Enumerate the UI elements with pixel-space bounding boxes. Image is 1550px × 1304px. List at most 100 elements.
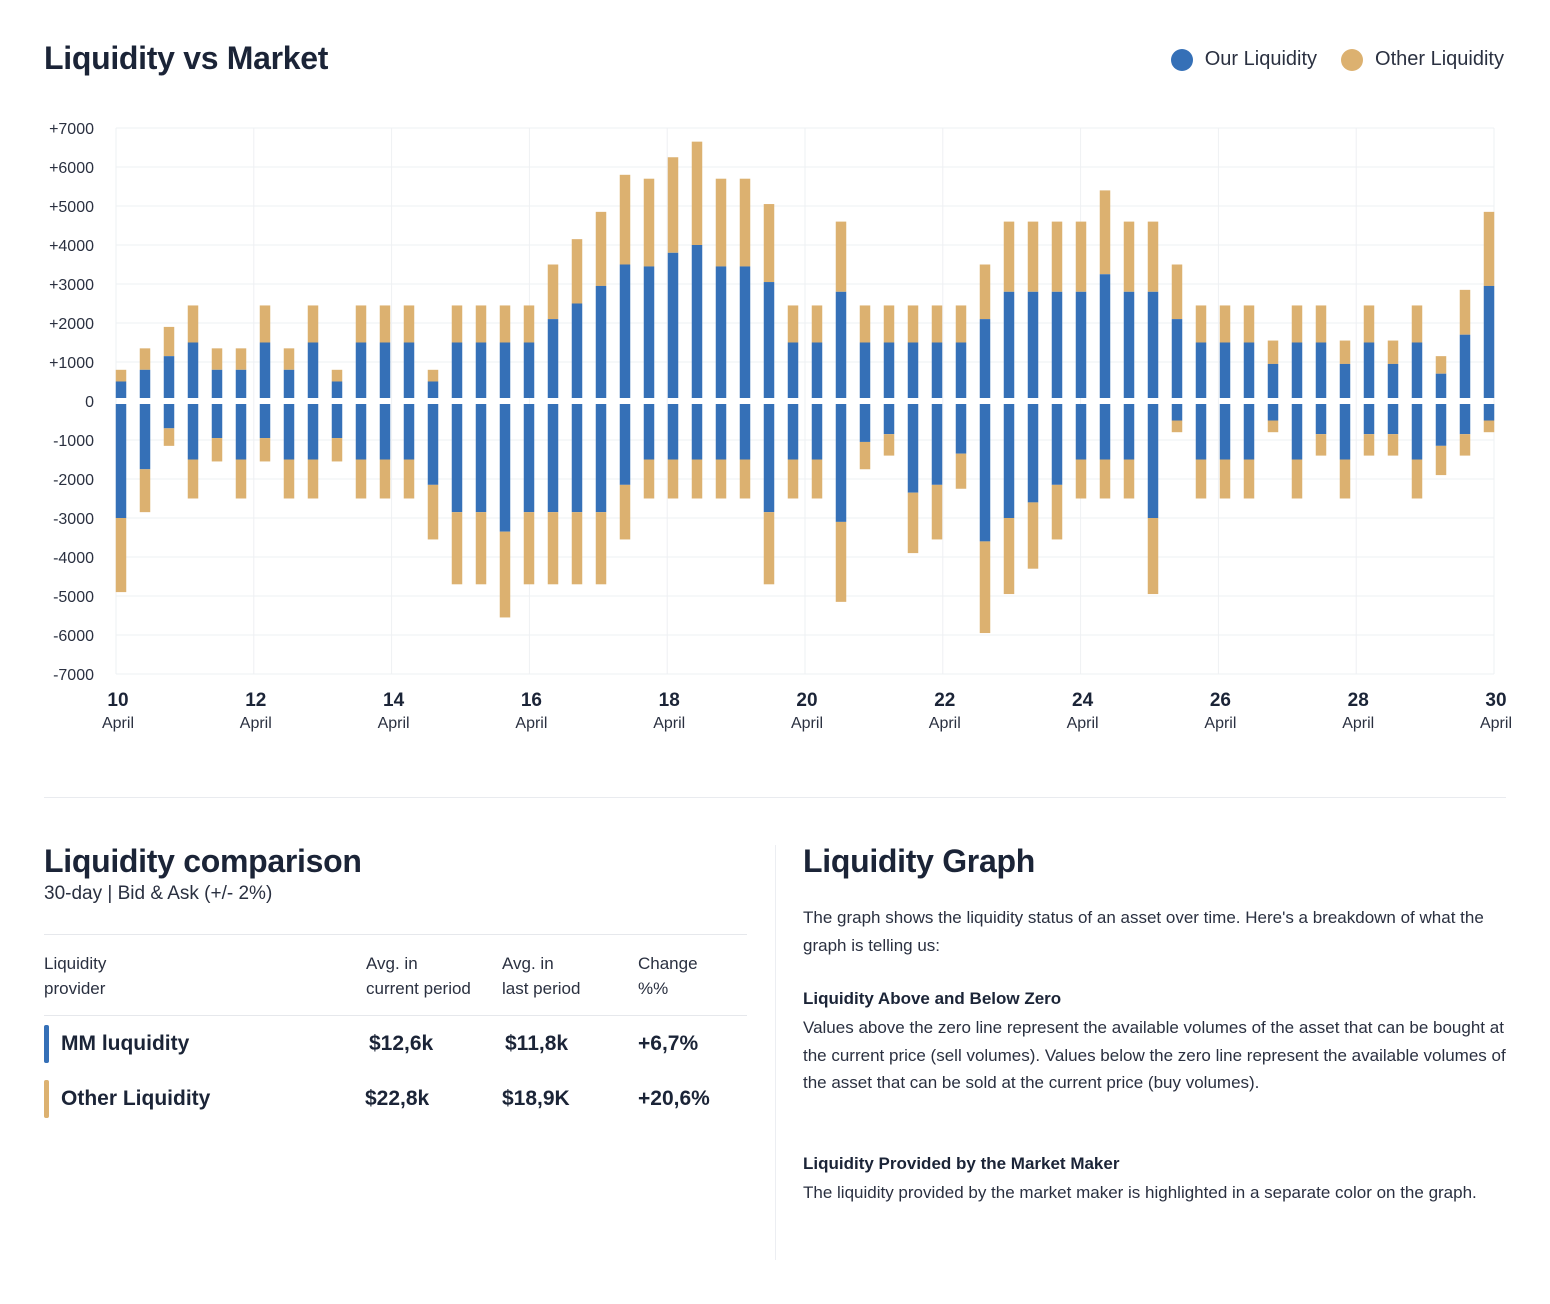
legend-item-other-liquidity: Other Liquidity — [1341, 48, 1504, 71]
bar-other-liquidity-positive — [355, 305, 367, 343]
bar-other-liquidity-negative — [523, 512, 535, 585]
bar-other-liquidity-negative — [1483, 420, 1495, 433]
bar-other-liquidity-negative — [1171, 420, 1183, 433]
bar-our-liquidity-negative — [1483, 404, 1495, 421]
bar-our-liquidity-negative — [307, 404, 319, 460]
x-tick-label-month: April — [1204, 715, 1236, 732]
bar-other-liquidity-positive — [1387, 340, 1399, 364]
bar-our-liquidity-positive — [115, 381, 127, 398]
bar-other-liquidity-positive — [1147, 221, 1159, 292]
bar-other-liquidity-negative — [1387, 434, 1399, 456]
y-tick-label: +1000 — [49, 355, 94, 372]
x-tick-label-day: 28 — [1348, 690, 1369, 711]
x-tick-label-day: 12 — [245, 690, 266, 711]
bar-other-liquidity-positive — [619, 174, 631, 265]
bar-other-liquidity-negative — [1267, 420, 1279, 433]
legend-label-other-liquidity: Other Liquidity — [1375, 48, 1504, 70]
bar-other-liquidity-positive — [1411, 305, 1423, 343]
table-row-mm-last: $11,8k — [505, 1032, 569, 1055]
bar-other-liquidity-positive — [163, 326, 175, 357]
bar-other-liquidity-positive — [1003, 221, 1015, 292]
bar-our-liquidity-negative — [1267, 404, 1279, 421]
chart-title: Liquidity vs Market — [44, 40, 329, 76]
bar-our-liquidity-positive — [1075, 291, 1087, 398]
bar-our-liquidity-positive — [355, 342, 367, 398]
column-divider — [775, 845, 776, 1260]
bar-other-liquidity-positive — [955, 305, 967, 343]
bar-our-liquidity-negative — [1339, 404, 1351, 460]
bar-other-liquidity-negative — [1003, 518, 1015, 595]
y-tick-label: -5000 — [53, 589, 94, 606]
y-tick-label: -1000 — [53, 433, 94, 450]
bar-our-liquidity-negative — [859, 404, 871, 442]
bar-other-liquidity-negative — [1219, 459, 1231, 499]
bar-other-liquidity-positive — [835, 221, 847, 292]
bar-our-liquidity-positive — [1387, 363, 1399, 398]
bar-our-liquidity-negative — [499, 404, 511, 532]
bar-other-liquidity-positive — [1123, 221, 1135, 292]
bar-our-liquidity-negative — [955, 404, 967, 454]
bar-our-liquidity-negative — [787, 404, 799, 460]
table-row-other-last: $18,9K — [502, 1087, 570, 1110]
bar-our-liquidity-negative — [211, 404, 223, 439]
bar-other-liquidity-negative — [979, 541, 991, 634]
bar-other-liquidity-negative — [187, 459, 199, 499]
table-row-mm-provider: MM luquidity — [61, 1032, 190, 1055]
bar-other-liquidity-negative — [955, 453, 967, 489]
bar-other-liquidity-negative — [571, 512, 583, 585]
legend-item-our-liquidity: Our Liquidity — [1170, 48, 1317, 71]
y-tick-label: +7000 — [49, 121, 94, 138]
bar-our-liquidity-positive — [331, 381, 343, 398]
x-tick-label-day: 24 — [1072, 690, 1094, 711]
bar-other-liquidity-positive — [1459, 289, 1471, 335]
bar-other-liquidity-negative — [1051, 484, 1063, 540]
bar-other-liquidity-negative — [619, 484, 631, 540]
bar-other-liquidity-negative — [403, 459, 415, 499]
row-color-marker-mm — [44, 1025, 49, 1063]
bar-our-liquidity-negative — [1315, 404, 1327, 435]
bar-our-liquidity-negative — [595, 404, 607, 513]
bar-other-liquidity-negative — [1243, 459, 1255, 499]
bar-our-liquidity-positive — [451, 342, 463, 398]
bar-our-liquidity-positive — [499, 342, 511, 398]
x-tick-label-month: April — [929, 715, 961, 732]
bar-our-liquidity-negative — [1219, 404, 1231, 460]
bar-other-liquidity-positive — [979, 264, 991, 320]
legend-swatch-other-liquidity — [1341, 48, 1364, 71]
bar-other-liquidity-negative — [1075, 459, 1087, 499]
bar-our-liquidity-negative — [1027, 404, 1039, 503]
header-change-line1: Change — [638, 954, 698, 973]
bar-our-liquidity-negative — [1435, 404, 1447, 446]
x-tick-label-month: April — [1342, 715, 1374, 732]
x-tick-label-month: April — [1067, 715, 1099, 732]
bar-other-liquidity-positive — [307, 305, 319, 343]
y-tick-label: -2000 — [53, 472, 94, 489]
bar-other-liquidity-positive — [1291, 305, 1303, 343]
bar-other-liquidity-positive — [523, 305, 535, 343]
liquidity-bar-chart: +7000 +6000 +5000 +4000 +3000 +2000 +1000 0 -100… — [49, 121, 1512, 732]
bar-our-liquidity-positive — [211, 369, 223, 398]
bar-other-liquidity-negative — [1459, 434, 1471, 456]
bar-other-liquidity-positive — [1363, 305, 1375, 343]
bar-our-liquidity-negative — [1003, 404, 1015, 518]
bar-our-liquidity-negative — [235, 404, 247, 460]
graph-info-section1-text: Values above the zero line represent the… — [803, 1018, 1506, 1092]
bar-our-liquidity-positive — [259, 342, 271, 398]
header-change: Change %% — [638, 951, 698, 1001]
table-row-mm-change: +6,7% — [638, 1032, 699, 1055]
section-divider — [44, 797, 1506, 798]
bar-our-liquidity-positive — [1243, 342, 1255, 398]
bar-other-liquidity-negative — [859, 441, 871, 470]
bar-other-liquidity-negative — [211, 438, 223, 462]
bar-other-liquidity-positive — [571, 239, 583, 304]
header-provider: Liquidity provider — [44, 951, 106, 1001]
bar-our-liquidity-positive — [979, 319, 991, 398]
bar-our-liquidity-positive — [931, 342, 943, 398]
bar-our-liquidity-negative — [1363, 404, 1375, 435]
chart-legend: Our Liquidity Other Liquidity — [1170, 48, 1504, 71]
bar-other-liquidity-negative — [667, 459, 679, 499]
bar-other-liquidity-positive — [475, 305, 487, 343]
bar-our-liquidity-positive — [547, 319, 559, 398]
x-tick-label-month: April — [515, 715, 547, 732]
bar-our-liquidity-positive — [835, 291, 847, 398]
